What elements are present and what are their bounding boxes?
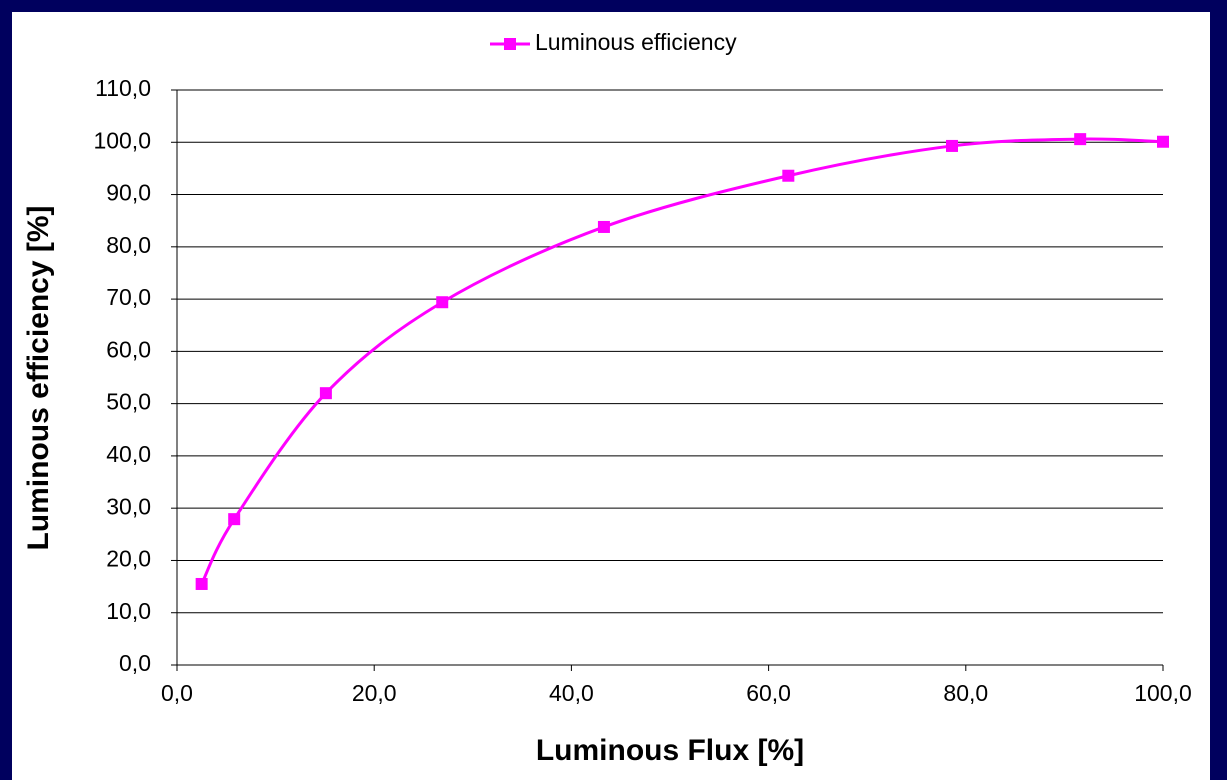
y-tick-label: 40,0: [106, 441, 151, 467]
y-tick-label: 100,0: [93, 127, 151, 153]
marker: [228, 513, 241, 526]
x-tick-label: 60,0: [746, 680, 791, 706]
marker: [195, 577, 208, 590]
x-tick-label: 80,0: [943, 680, 988, 706]
y-tick-label: 10,0: [106, 598, 151, 624]
y-tick-label: 50,0: [106, 389, 151, 415]
y-axis-title: Luminous efficiency [%]: [22, 205, 55, 550]
marker: [1157, 135, 1169, 148]
y-tick-label: 70,0: [106, 284, 151, 310]
x-tick-label: 40,0: [549, 680, 594, 706]
marker: [1074, 133, 1087, 146]
marker: [597, 220, 610, 233]
marker: [945, 139, 958, 152]
marker: [319, 387, 332, 400]
y-tick-label: 20,0: [106, 546, 151, 572]
x-tick-label: 100,0: [1134, 680, 1192, 706]
marker: [782, 169, 795, 182]
x-axis-title: Luminous Flux [%]: [536, 734, 804, 767]
y-tick-label: 80,0: [106, 232, 151, 258]
y-tick-label: 30,0: [106, 493, 151, 519]
y-tick-label: 90,0: [106, 180, 151, 206]
x-tick-label: 20,0: [352, 680, 397, 706]
y-tick-label: 60,0: [106, 336, 151, 362]
y-tick-label: 110,0: [95, 75, 151, 101]
x-tick-label: 0,0: [161, 680, 193, 706]
y-tick-label: 0,0: [119, 650, 151, 676]
legend-marker: [504, 38, 516, 50]
legend-label: Luminous efficiency: [535, 29, 737, 55]
marker: [436, 296, 449, 309]
